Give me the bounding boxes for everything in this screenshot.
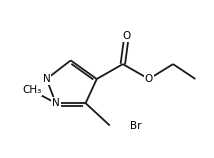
Text: CH₃: CH₃	[22, 85, 41, 95]
Text: O: O	[145, 74, 153, 84]
Text: N: N	[52, 98, 60, 108]
Text: Br: Br	[130, 121, 142, 131]
Text: N: N	[43, 74, 50, 84]
Text: O: O	[122, 31, 131, 41]
